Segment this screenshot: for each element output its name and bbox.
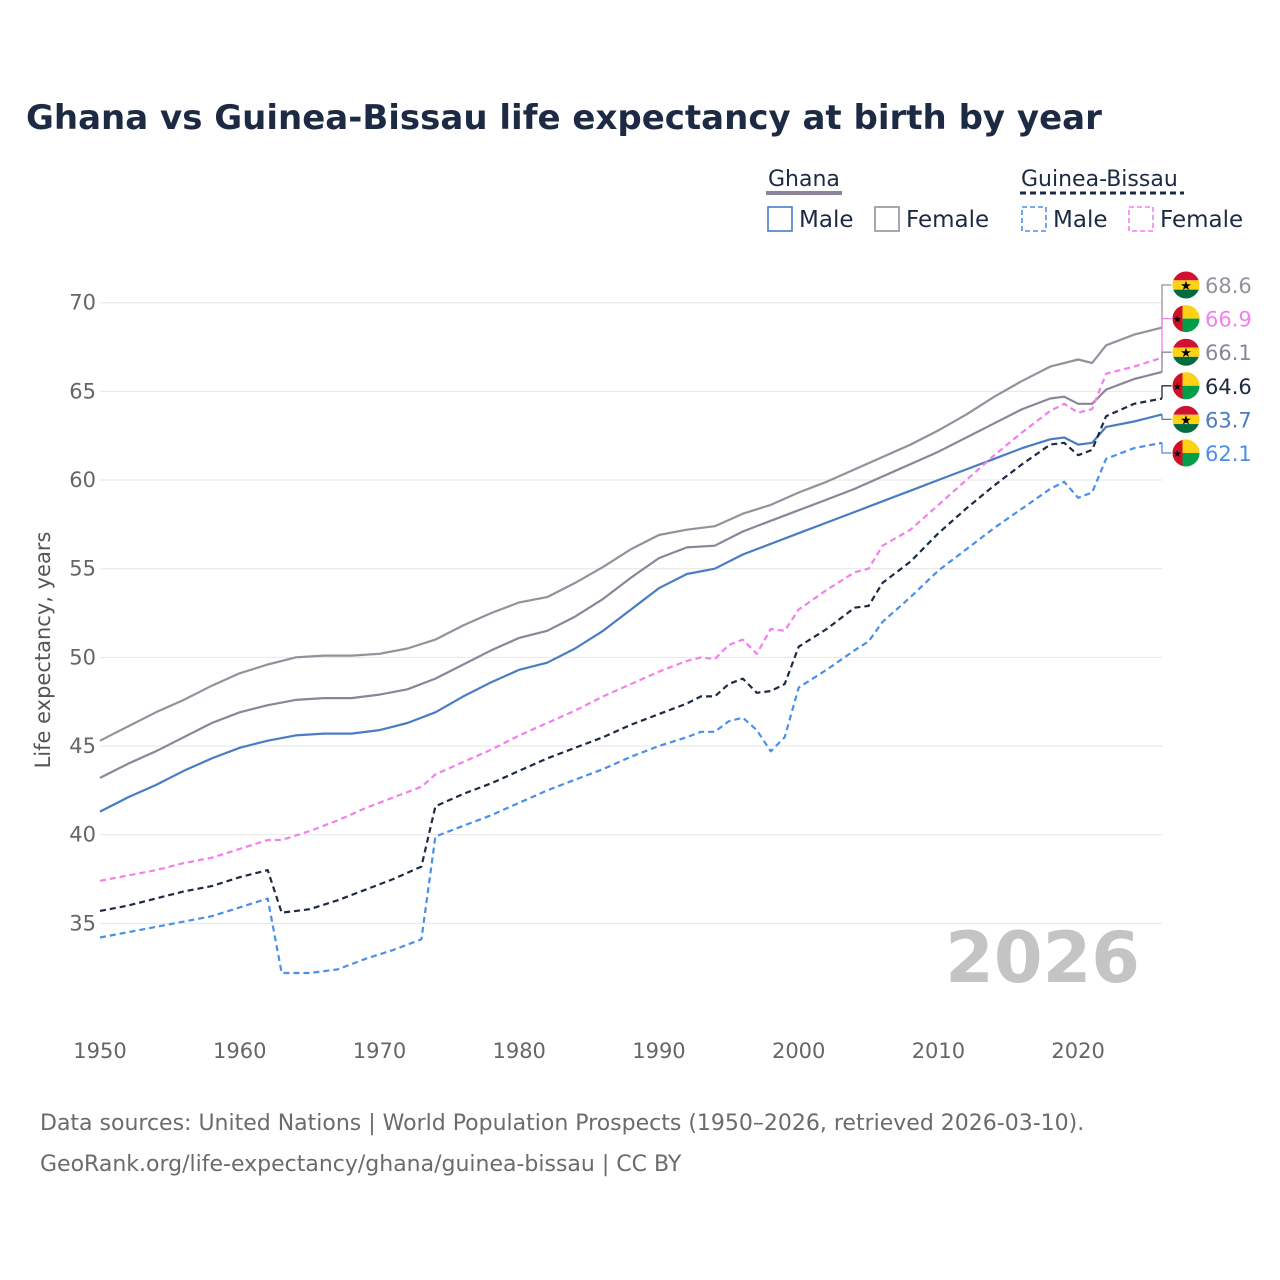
- series-line: [99, 356, 1163, 882]
- legend-swatch-guinea-bissau-male: [1021, 206, 1047, 232]
- y-tick-label: 55: [69, 557, 96, 581]
- y-tick-label: 35: [69, 911, 96, 935]
- end-label-connector: [1161, 442, 1172, 454]
- y-tick-label: 40: [69, 823, 96, 847]
- svg-text:★: ★: [1180, 279, 1192, 294]
- end-label: ★ 66.1: [1171, 337, 1252, 367]
- end-label-connector: [1161, 414, 1172, 421]
- x-tick-label: 2010: [912, 1039, 965, 1063]
- series-line: [99, 326, 1163, 742]
- source-line-1: Data sources: United Nations | World Pop…: [40, 1111, 1084, 1136]
- end-label-connector: [1161, 351, 1172, 372]
- y-tick-label: 60: [69, 468, 96, 492]
- flag-ring: [1171, 404, 1201, 434]
- legend-swatch-guinea-bissau-female: [1128, 206, 1154, 232]
- end-label: ★ 63.7: [1171, 404, 1252, 434]
- legend-label-ghana-female: Female: [906, 207, 989, 233]
- series-lines: [99, 326, 1163, 975]
- end-label-connectors: [1161, 284, 1172, 454]
- end-label: ★ 64.6: [1171, 371, 1252, 401]
- flag-ring: [1171, 371, 1201, 401]
- current-year-watermark: 2026: [945, 917, 1140, 999]
- x-axis-ticks: 1950 1960 1970 1980 1990 2000 2010 2020: [73, 1039, 1105, 1063]
- flag-ring: [1171, 270, 1201, 300]
- flag-ring: [1171, 337, 1201, 367]
- legend-label-guinea-bissau-female: Female: [1160, 207, 1243, 233]
- series-line: [99, 413, 1163, 813]
- flag-ring: [1171, 438, 1201, 468]
- source-line-2: GeoRank.org/life-expectancy/ghana/guinea…: [40, 1152, 682, 1177]
- svg-text:★: ★: [1180, 413, 1192, 428]
- x-tick-label: 2020: [1051, 1039, 1104, 1063]
- legend-group-guinea-bissau-label: Guinea-Bissau: [1021, 167, 1178, 192]
- legend-swatch-ghana-male: [767, 206, 793, 232]
- end-label-value: 66.1: [1205, 341, 1252, 365]
- end-label-connector: [1161, 385, 1172, 399]
- x-tick-label: 1950: [73, 1039, 126, 1063]
- end-label-connector: [1161, 317, 1172, 358]
- flag-ring: [1171, 304, 1201, 334]
- legend-group-ghana-label: Ghana: [768, 167, 840, 192]
- chart-title: Ghana vs Guinea-Bissau life expectancy a…: [26, 98, 1102, 138]
- x-tick-label: 1990: [632, 1039, 685, 1063]
- legend-swatch-ghana-female: [874, 206, 900, 232]
- end-labels: ★ 68.6 ★ 66.9 ★ 66.1 ★ 64.6 ★ 63.7 ★ 62.1: [1171, 270, 1252, 468]
- end-label: ★ 66.9: [1171, 304, 1252, 334]
- gridlines: [100, 302, 1162, 924]
- end-label-value: 64.6: [1205, 375, 1252, 399]
- y-tick-label: 45: [69, 734, 96, 758]
- y-axis-ticks: 35 40 45 50 55 60 65 70: [69, 291, 96, 936]
- ghana-flag-icon: ★: [1172, 338, 1200, 367]
- svg-text:★: ★: [1173, 382, 1182, 393]
- end-label-value: 63.7: [1205, 408, 1252, 432]
- svg-text:★: ★: [1173, 315, 1182, 326]
- y-axis-label: Life expectancy, years: [31, 532, 55, 769]
- ghana-flag-icon: ★: [1172, 271, 1200, 299]
- x-tick-label: 1970: [353, 1039, 406, 1063]
- svg-text:★: ★: [1180, 346, 1192, 361]
- end-label-value: 62.1: [1205, 442, 1252, 466]
- y-tick-label: 70: [69, 291, 96, 315]
- series-line: [99, 370, 1163, 779]
- legend-group-guinea-bissau[interactable]: Guinea-Bissau Male Female: [1020, 167, 1243, 233]
- svg-text:★: ★: [1173, 449, 1182, 460]
- legend-group-ghana[interactable]: Ghana Male Female: [766, 167, 989, 233]
- series-line: [99, 441, 1163, 975]
- x-tick-label: 1980: [492, 1039, 545, 1063]
- x-tick-label: 2000: [772, 1039, 825, 1063]
- y-tick-label: 50: [69, 645, 96, 669]
- legend-label-guinea-bissau-male: Male: [1053, 207, 1107, 233]
- x-tick-label: 1960: [213, 1039, 266, 1063]
- legend: Ghana Male Female Guinea-Bissau Male Fem…: [766, 167, 1243, 233]
- end-label-connector: [1161, 284, 1172, 328]
- legend-label-ghana-male: Male: [799, 207, 853, 233]
- end-label-value: 66.9: [1205, 308, 1252, 332]
- y-tick-label: 65: [69, 379, 96, 403]
- end-label: ★ 68.6: [1171, 270, 1252, 300]
- end-label-value: 68.6: [1205, 274, 1252, 298]
- end-label: ★ 62.1: [1171, 438, 1252, 468]
- series-line: [99, 397, 1163, 914]
- ghana-flag-icon: ★: [1172, 405, 1200, 434]
